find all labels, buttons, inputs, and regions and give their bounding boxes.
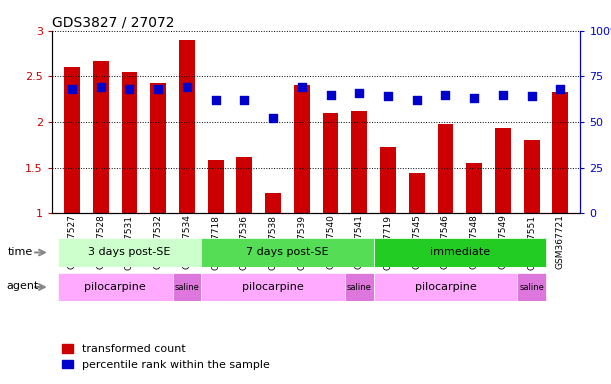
Text: agent: agent xyxy=(6,281,38,291)
Bar xyxy=(351,111,367,213)
Point xyxy=(354,90,364,96)
Point xyxy=(297,84,307,90)
Bar xyxy=(172,273,201,301)
Point xyxy=(326,91,335,98)
Point xyxy=(153,86,163,92)
Point xyxy=(67,86,77,92)
Bar xyxy=(552,92,568,213)
Bar xyxy=(345,273,374,301)
Bar xyxy=(150,83,166,213)
Bar xyxy=(518,273,546,301)
Bar xyxy=(57,238,201,267)
Text: pilocarpine: pilocarpine xyxy=(242,282,304,292)
Bar xyxy=(466,163,482,213)
Bar xyxy=(201,238,374,267)
Bar xyxy=(437,124,453,213)
Text: pilocarpine: pilocarpine xyxy=(415,282,477,292)
Bar xyxy=(201,273,345,301)
Bar xyxy=(323,113,338,213)
Point xyxy=(498,91,508,98)
Bar xyxy=(294,86,310,213)
Point xyxy=(383,93,393,99)
Bar xyxy=(179,40,195,213)
Bar xyxy=(122,72,137,213)
Point xyxy=(527,93,536,99)
Bar xyxy=(524,140,540,213)
Text: immediate: immediate xyxy=(430,247,490,258)
Bar xyxy=(236,157,252,213)
Text: pilocarpine: pilocarpine xyxy=(84,282,146,292)
Point xyxy=(469,95,479,101)
Bar xyxy=(374,238,546,267)
Bar xyxy=(380,147,396,213)
Text: 7 days post-SE: 7 days post-SE xyxy=(246,247,329,258)
Bar xyxy=(265,193,281,213)
Bar xyxy=(93,61,109,213)
Point xyxy=(182,84,192,90)
Point xyxy=(268,115,278,121)
Point xyxy=(96,84,106,90)
Bar xyxy=(208,160,224,213)
Point xyxy=(211,97,221,103)
Legend: transformed count, percentile rank within the sample: transformed count, percentile rank withi… xyxy=(57,339,274,374)
Text: saline: saline xyxy=(519,283,544,291)
Point xyxy=(240,97,249,103)
Bar xyxy=(409,173,425,213)
Point xyxy=(412,97,422,103)
Point xyxy=(441,91,450,98)
Bar xyxy=(495,128,511,213)
Text: saline: saline xyxy=(175,283,199,291)
Bar xyxy=(374,273,518,301)
Text: saline: saline xyxy=(347,283,371,291)
Point xyxy=(125,86,134,92)
Text: GDS3827 / 27072: GDS3827 / 27072 xyxy=(52,15,174,29)
Point xyxy=(555,86,565,92)
Bar xyxy=(64,67,80,213)
Text: 3 days post-SE: 3 days post-SE xyxy=(89,247,170,258)
Text: time: time xyxy=(8,247,33,257)
Bar xyxy=(57,273,172,301)
